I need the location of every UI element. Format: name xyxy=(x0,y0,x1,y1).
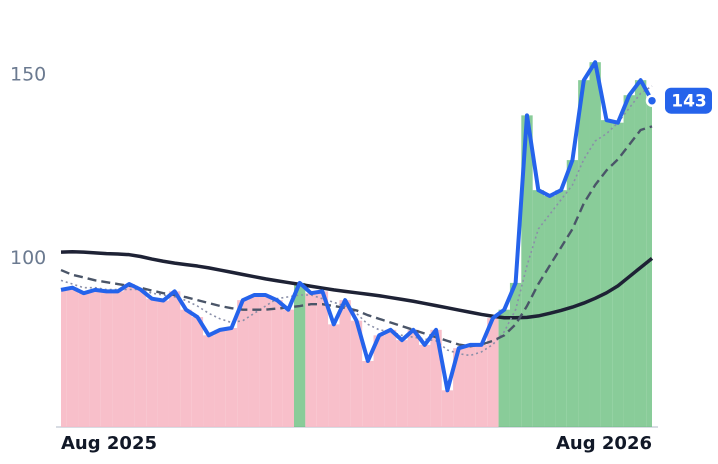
last-point xyxy=(645,94,659,107)
moving-average xyxy=(60,85,653,357)
moving-average xyxy=(60,125,653,348)
price-area xyxy=(475,344,488,427)
price-area xyxy=(293,282,306,427)
price-area xyxy=(100,291,113,427)
price-area xyxy=(146,298,158,427)
price-area xyxy=(430,329,442,427)
price-area xyxy=(578,80,590,427)
value-badge xyxy=(665,87,712,114)
price-area xyxy=(305,293,317,427)
price-area xyxy=(384,329,397,427)
price-area xyxy=(487,318,499,427)
price-area xyxy=(259,295,272,427)
price-area xyxy=(66,287,79,427)
price-area xyxy=(214,329,226,427)
price-area xyxy=(328,324,340,427)
price-area xyxy=(123,284,135,427)
price-area xyxy=(316,291,329,427)
price-area xyxy=(248,295,260,427)
price-area xyxy=(373,335,385,427)
price-area xyxy=(89,289,101,427)
price-area xyxy=(282,309,294,427)
price-area xyxy=(191,317,204,427)
price-area xyxy=(225,328,238,427)
price-area xyxy=(419,344,431,427)
price-area xyxy=(441,390,454,427)
y-tick-label: 150 xyxy=(10,64,46,86)
price-area xyxy=(464,344,476,427)
price-area xyxy=(407,329,420,427)
price-area xyxy=(362,361,374,427)
price-area xyxy=(634,80,647,427)
price-area xyxy=(600,120,613,427)
price-area xyxy=(498,309,510,427)
price-area xyxy=(555,190,567,427)
price-area xyxy=(134,289,147,427)
price-area xyxy=(521,115,533,427)
value-label: 143 xyxy=(671,92,707,112)
price-area xyxy=(237,300,249,427)
price-area xyxy=(203,335,215,427)
price-area xyxy=(509,282,522,427)
price-area xyxy=(112,291,124,427)
price-area xyxy=(589,62,601,428)
x-tick-label: Aug 2026 xyxy=(556,433,652,454)
price-area xyxy=(532,190,545,427)
price-area xyxy=(623,95,635,427)
moving-average xyxy=(60,249,654,320)
price-area xyxy=(396,340,408,427)
price-area xyxy=(157,300,169,427)
x-tick-label: Aug 2025 xyxy=(61,433,157,454)
price-area xyxy=(544,196,556,427)
price-area xyxy=(646,100,652,428)
price-area xyxy=(453,348,465,427)
price-area xyxy=(180,309,192,427)
y-tick-label: 100 xyxy=(10,247,46,269)
price-area xyxy=(339,300,351,427)
price-area xyxy=(78,293,90,427)
price-area xyxy=(566,160,579,427)
price-line xyxy=(60,60,654,393)
price-area xyxy=(61,289,67,427)
price-area xyxy=(168,291,181,427)
price-area xyxy=(350,320,363,427)
price-area xyxy=(271,300,283,427)
price-area xyxy=(612,122,624,427)
